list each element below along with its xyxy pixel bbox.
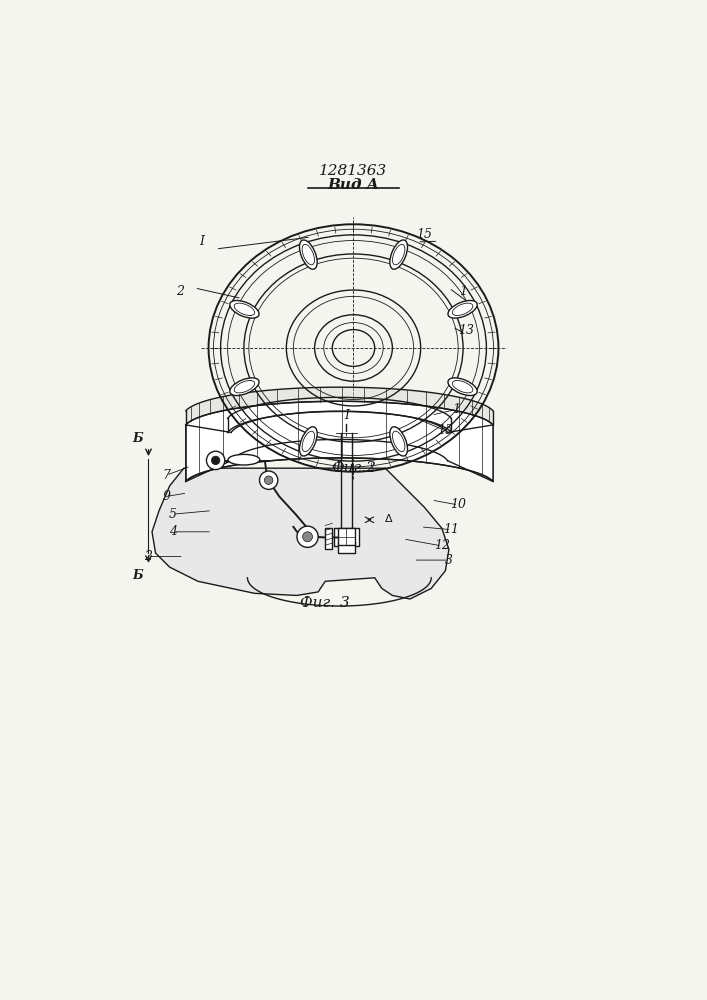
Text: 15: 15 (438, 424, 453, 437)
Text: Б: Б (132, 432, 144, 445)
Ellipse shape (230, 378, 259, 396)
Ellipse shape (448, 300, 477, 318)
Text: I: I (199, 235, 204, 248)
Ellipse shape (390, 427, 407, 456)
Text: 11: 11 (443, 523, 459, 536)
Bar (338, 528, 355, 545)
Polygon shape (152, 468, 449, 599)
Text: 1281363: 1281363 (320, 164, 387, 178)
Text: 3: 3 (445, 554, 453, 567)
Text: 10: 10 (450, 498, 466, 511)
Text: Фиг. 3: Фиг. 3 (300, 596, 350, 610)
Ellipse shape (390, 240, 407, 269)
Bar (334, 528, 359, 546)
Text: Б: Б (132, 569, 144, 582)
Text: Фиг.2: Фиг.2 (331, 461, 376, 475)
Ellipse shape (228, 454, 259, 465)
Text: 5: 5 (169, 508, 177, 521)
Circle shape (259, 471, 278, 489)
Ellipse shape (230, 300, 259, 318)
Circle shape (206, 451, 225, 470)
Text: Вид A: Вид A (327, 178, 380, 192)
Text: Δ: Δ (385, 514, 393, 524)
Polygon shape (186, 401, 493, 481)
Bar (325, 528, 332, 549)
Text: 1: 1 (452, 403, 460, 416)
Circle shape (211, 456, 220, 465)
Text: 13: 13 (459, 324, 474, 337)
Circle shape (264, 476, 273, 484)
Text: 15: 15 (416, 228, 432, 241)
Text: 7: 7 (162, 469, 170, 482)
Text: 12: 12 (434, 539, 450, 552)
Bar (338, 542, 355, 553)
Text: 2: 2 (176, 285, 185, 298)
Circle shape (303, 532, 312, 542)
Ellipse shape (448, 378, 477, 396)
Circle shape (297, 526, 318, 547)
Text: 4: 4 (169, 525, 177, 538)
Text: I: I (344, 409, 349, 422)
Text: 9: 9 (162, 490, 170, 503)
Ellipse shape (300, 240, 317, 269)
Text: 2: 2 (144, 550, 153, 563)
Text: 1: 1 (459, 285, 467, 298)
Ellipse shape (300, 427, 317, 456)
